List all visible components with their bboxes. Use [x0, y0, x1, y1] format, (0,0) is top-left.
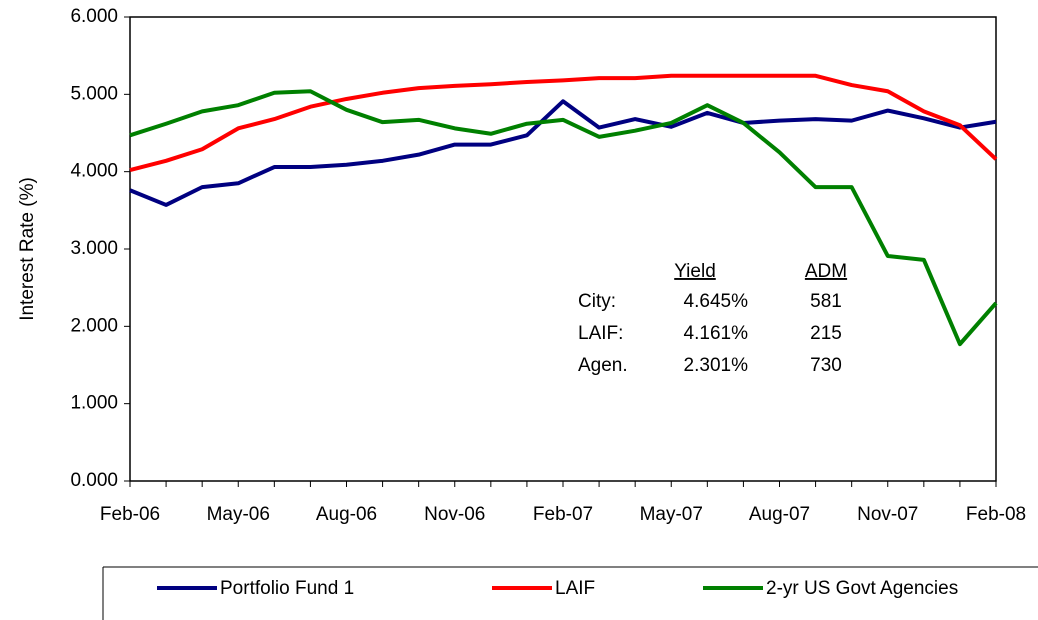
legend-label: LAIF	[555, 578, 595, 599]
y-tick-label: 0.000	[70, 470, 118, 491]
x-tick-label: Aug-07	[749, 504, 810, 525]
x-tick-label: Feb-08	[966, 504, 1026, 525]
y-axis-label: Interest Rate (%)	[17, 177, 38, 321]
annotation-cell: 730	[810, 355, 842, 376]
legend-label: 2-yr US Govt Agencies	[766, 578, 958, 599]
y-tick-label: 3.000	[70, 238, 118, 259]
annotation-cell: City:	[578, 291, 616, 312]
legend-label: Portfolio Fund 1	[220, 578, 354, 599]
x-tick-label: Feb-07	[533, 504, 593, 525]
x-tick-label: Aug-06	[316, 504, 377, 525]
series-line	[129, 73, 998, 173]
y-tick-label: 5.000	[70, 83, 118, 104]
y-tick-label: 2.000	[70, 315, 118, 336]
x-tick-label: Nov-06	[424, 504, 485, 525]
x-tick-label: May-07	[640, 504, 703, 525]
annotation-header: Yield	[674, 261, 716, 282]
y-tick-label: 4.000	[70, 161, 118, 182]
annotation-cell: Agen.	[578, 355, 628, 376]
annotation-cell: 581	[810, 291, 842, 312]
annotation-header: ADM	[805, 261, 847, 282]
annotation-cell: LAIF:	[578, 323, 623, 344]
x-tick-label: Feb-06	[100, 504, 160, 525]
annotation-cell: 2.301%	[684, 355, 749, 376]
y-tick-label: 1.000	[70, 393, 118, 414]
x-tick-label: Nov-07	[857, 504, 918, 525]
annotation-cell: 4.645%	[684, 291, 749, 312]
annotation-cell: 215	[810, 323, 842, 344]
annotation-cell: 4.161%	[684, 323, 749, 344]
series-line	[129, 89, 998, 347]
x-tick-label: May-06	[207, 504, 270, 525]
series-line	[129, 99, 997, 207]
y-tick-label: 6.000	[70, 6, 118, 27]
